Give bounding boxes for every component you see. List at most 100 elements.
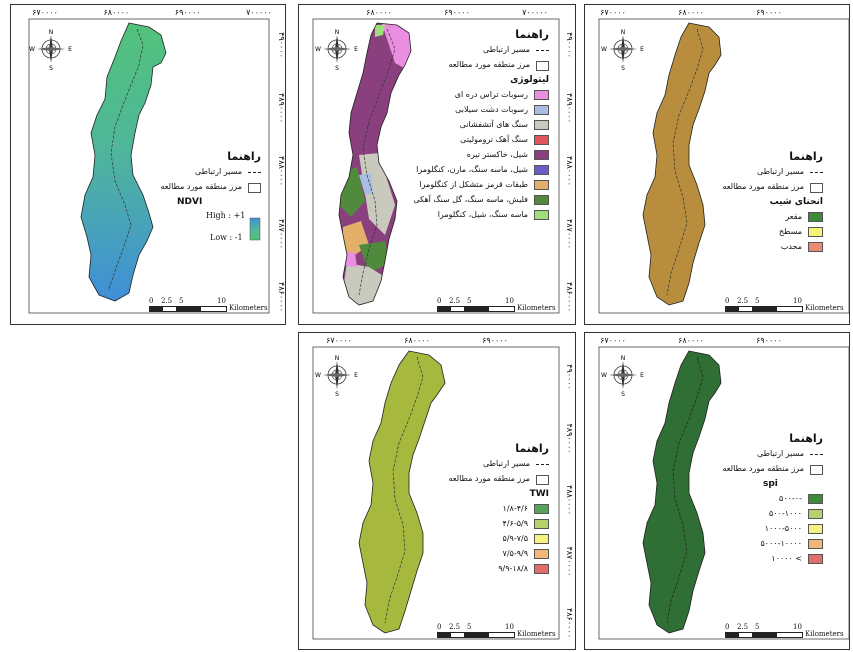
class-swatch bbox=[534, 105, 549, 116]
north-label: N bbox=[335, 29, 340, 36]
lithology-subtitle: لیتولوژی bbox=[510, 75, 549, 86]
twi-classes: ۱/۸-۴/۶ ۴/۶-۵/۹ ۵/۹-۷/۵ ۷/۵-۹/۹ ۹/۹-۱۸/۸ bbox=[429, 504, 549, 575]
ndvi-legend: راهنما مسیر ارتباطی مرز منطقه مورد مطالع… bbox=[151, 150, 261, 210]
legend-class-item: -۵۰۰-۰ bbox=[703, 494, 823, 505]
study-area-curvature bbox=[642, 22, 722, 306]
south-label: S bbox=[335, 391, 339, 397]
legend-class-item: محدب bbox=[703, 242, 823, 253]
legend-class-item: طبقات قرمز متشکل از کنگلومرا bbox=[399, 180, 549, 191]
class-label: رسوبات تراس دره ای bbox=[454, 90, 528, 100]
south-label: S bbox=[49, 65, 53, 71]
west-label: W bbox=[601, 46, 607, 53]
legend-title: راهنما bbox=[515, 442, 549, 455]
y-ticks-lithology: ۴۹۰۰۰۰ ۴۸۹۰۰۰۰ ۴۸۸۰۰۰۰ ۴۸۷۰۰۰۰ ۴۸۶۰۰۰۰ bbox=[565, 32, 574, 312]
scale-bar: 0 2.5 5 10 Kilometers bbox=[725, 623, 844, 638]
west-label: W bbox=[315, 46, 321, 53]
spi-map-panel: ۶۷۰۰۰۰ ۶۸۰۰۰۰ ۶۹۰۰۰۰ راهنما مسیر ارتباطی م… bbox=[584, 332, 850, 650]
y-tick-label: ۴۸۹۰۰۰۰ bbox=[565, 93, 574, 123]
legend-class-item: ماسه سنگ، شیل، کنگلومرا bbox=[399, 210, 549, 221]
legend-class-item: ۱/۸-۴/۶ bbox=[429, 504, 549, 515]
east-label: E bbox=[68, 46, 72, 53]
legend-class-item: ۷/۵-۹/۹ bbox=[429, 549, 549, 560]
class-label: ۷/۵-۹/۹ bbox=[502, 549, 528, 559]
twi-map: ۶۷۰۰۰۰ ۶۸۰۰۰۰ ۶۹۰۰۰۰ ۴۹۰۰۰۰۴۸۹۰۰۰۰۴۸۸۰۰۰۰۴… bbox=[312, 336, 574, 640]
y-tick-label: ۴۸۷۰۰۰۰ bbox=[277, 219, 286, 249]
study-area-spi bbox=[642, 350, 722, 634]
south-label: S bbox=[335, 65, 339, 71]
north-label: N bbox=[621, 355, 626, 362]
class-swatch bbox=[808, 539, 823, 550]
class-label: طبقات قرمز متشکل از کنگلومرا bbox=[419, 180, 528, 190]
ndvi-gradient-swatch bbox=[249, 217, 261, 241]
legend-road: مسیر ارتباطی bbox=[399, 45, 549, 56]
ndvi-map-panel: ۶۷۰۰۰۰ ۶۸۰۰۰۰ ۶۹۰۰۰۰ ۷۰۰۰۰۰ ۴۹۰۰۰۰ ۴۸۹۰۰۰۰ ۴۸… bbox=[10, 4, 286, 325]
legend-class-item: سنگ های آتشفشانی bbox=[399, 120, 549, 131]
x-tick-label: ۶۷۰۰۰۰ bbox=[32, 8, 58, 17]
legend-boundary: مرز منطقه مورد مطالعه bbox=[703, 464, 823, 475]
class-swatch bbox=[534, 549, 549, 560]
map-frame bbox=[312, 18, 560, 314]
west-label: W bbox=[601, 372, 607, 379]
class-label: ۵/۹-۷/۵ bbox=[502, 534, 528, 544]
legend-class-item: شیل، خاکستر تیره bbox=[399, 150, 549, 161]
x-tick-label: ۶۹۰۰۰۰ bbox=[444, 8, 470, 17]
north-label: N bbox=[621, 29, 626, 36]
x-tick-label: ۶۹۰۰۰۰ bbox=[756, 8, 782, 17]
y-tick-label: ۴۸۷۰۰۰۰ bbox=[565, 219, 574, 249]
class-label: ۵۰۰۰-۱۰۰۰۰ bbox=[760, 539, 802, 549]
spi-classes: -۵۰۰-۰ ۵۰۰-۱۰۰۰ ۱۰۰۰-۵۰۰۰ ۵۰۰۰-۱۰۰۰۰ > ۱۰۰۰۰ bbox=[703, 494, 823, 565]
legend-road: مسیر ارتباطی bbox=[429, 459, 549, 470]
ndvi-title: NDVI bbox=[177, 197, 203, 208]
x-tick-label: ۶۷۰۰۰۰ bbox=[326, 336, 352, 345]
x-ticks-lithology: ۶۸۰۰۰۰ ۶۹۰۰۰۰ ۷۰۰۰۰۰ bbox=[366, 8, 548, 17]
class-label: محدب bbox=[780, 242, 802, 252]
x-tick-label: ۶۸۰۰۰۰ bbox=[678, 336, 704, 345]
map-frame bbox=[28, 18, 270, 314]
class-swatch bbox=[534, 195, 549, 206]
curvature-subtitle: انحنای شیب bbox=[769, 197, 823, 208]
class-label: شیل، خاکستر تیره bbox=[466, 150, 528, 160]
class-swatch bbox=[534, 135, 549, 146]
south-label: S bbox=[621, 391, 625, 397]
class-swatch bbox=[534, 534, 549, 545]
lithology-classes: رسوبات تراس دره ای رسوبات دشت سیلابی سنگ ه… bbox=[399, 90, 549, 221]
west-label: W bbox=[29, 46, 35, 53]
class-label: ۴/۶-۵/۹ bbox=[502, 519, 528, 529]
class-swatch bbox=[808, 212, 823, 223]
y-ticks-twi: ۴۹۰۰۰۰ ۴۸۹۰۰۰۰ ۴۸۸۰۰۰۰ ۴۸۷۰۰۰۰ ۴۸۶۰۰۰۰ bbox=[565, 364, 574, 638]
legend-boundary: مرز منطقه مورد مطالعه bbox=[429, 474, 549, 485]
class-label: فلیش، ماسه سنگ، گل سنگ آهکی bbox=[413, 195, 528, 205]
scale-bar: 0 2.5 5 10 Kilometers bbox=[437, 297, 556, 312]
class-label: > ۱۰۰۰۰ bbox=[771, 554, 802, 564]
legend-title: راهنما bbox=[789, 150, 823, 163]
x-tick-label: ۷۰۰۰۰۰ bbox=[522, 8, 548, 17]
y-tick-label: ۴۹۰۰۰۰ bbox=[565, 364, 574, 390]
spi-title: spi bbox=[763, 479, 778, 490]
road-twi bbox=[384, 356, 424, 624]
y-ticks-ndvi: ۴۹۰۰۰۰ ۴۸۹۰۰۰۰ ۴۸۸۰۰۰۰ ۴۸۷۰۰۰۰ ۴۸۶۰۰۰۰ bbox=[277, 32, 286, 312]
curvature-map: ۶۷۰۰۰۰ ۶۸۰۰۰۰ ۶۹۰۰۰۰ bbox=[598, 8, 850, 314]
class-swatch bbox=[534, 519, 549, 530]
x-tick-label: ۶۸۰۰۰۰ bbox=[366, 8, 392, 17]
x-tick-label: ۶۷۰۰۰۰ bbox=[600, 8, 626, 17]
y-tick-label: ۴۸۶۰۰۰۰ bbox=[565, 282, 574, 312]
north-arrow-icon: N S E W bbox=[601, 353, 645, 401]
legend-class-item: سنگ آهک ترومولیتی bbox=[399, 135, 549, 146]
legend-class-item: رسوبات تراس دره ای bbox=[399, 90, 549, 101]
north-arrow-icon: N S E W bbox=[29, 27, 73, 75]
legend-class-item: ۹/۹-۱۸/۸ bbox=[429, 564, 549, 575]
map-frame bbox=[598, 346, 850, 640]
class-label: سنگ های آتشفشانی bbox=[459, 120, 528, 130]
legend-class-item: رسوبات دشت سیلابی bbox=[399, 105, 549, 116]
x-ticks-ndvi: ۶۷۰۰۰۰ ۶۸۰۰۰۰ ۶۹۰۰۰۰ ۷۰۰۰۰۰ bbox=[32, 8, 272, 17]
curvature-classes: مقعر مسطح محدب bbox=[703, 212, 823, 253]
boundary-symbol bbox=[248, 182, 261, 193]
x-tick-label: ۶۸۰۰۰۰ bbox=[404, 336, 430, 345]
legend-class-item: ۱۰۰۰-۵۰۰۰ bbox=[703, 524, 823, 535]
y-tick-label: ۴۸۹۰۰۰۰ bbox=[565, 423, 574, 453]
class-swatch bbox=[808, 524, 823, 535]
class-label: ۱۰۰۰-۵۰۰۰ bbox=[764, 524, 802, 534]
class-swatch bbox=[534, 564, 549, 575]
scale-bar: 0 2.5 5 10 Kilometers bbox=[149, 297, 268, 312]
class-swatch bbox=[808, 509, 823, 520]
